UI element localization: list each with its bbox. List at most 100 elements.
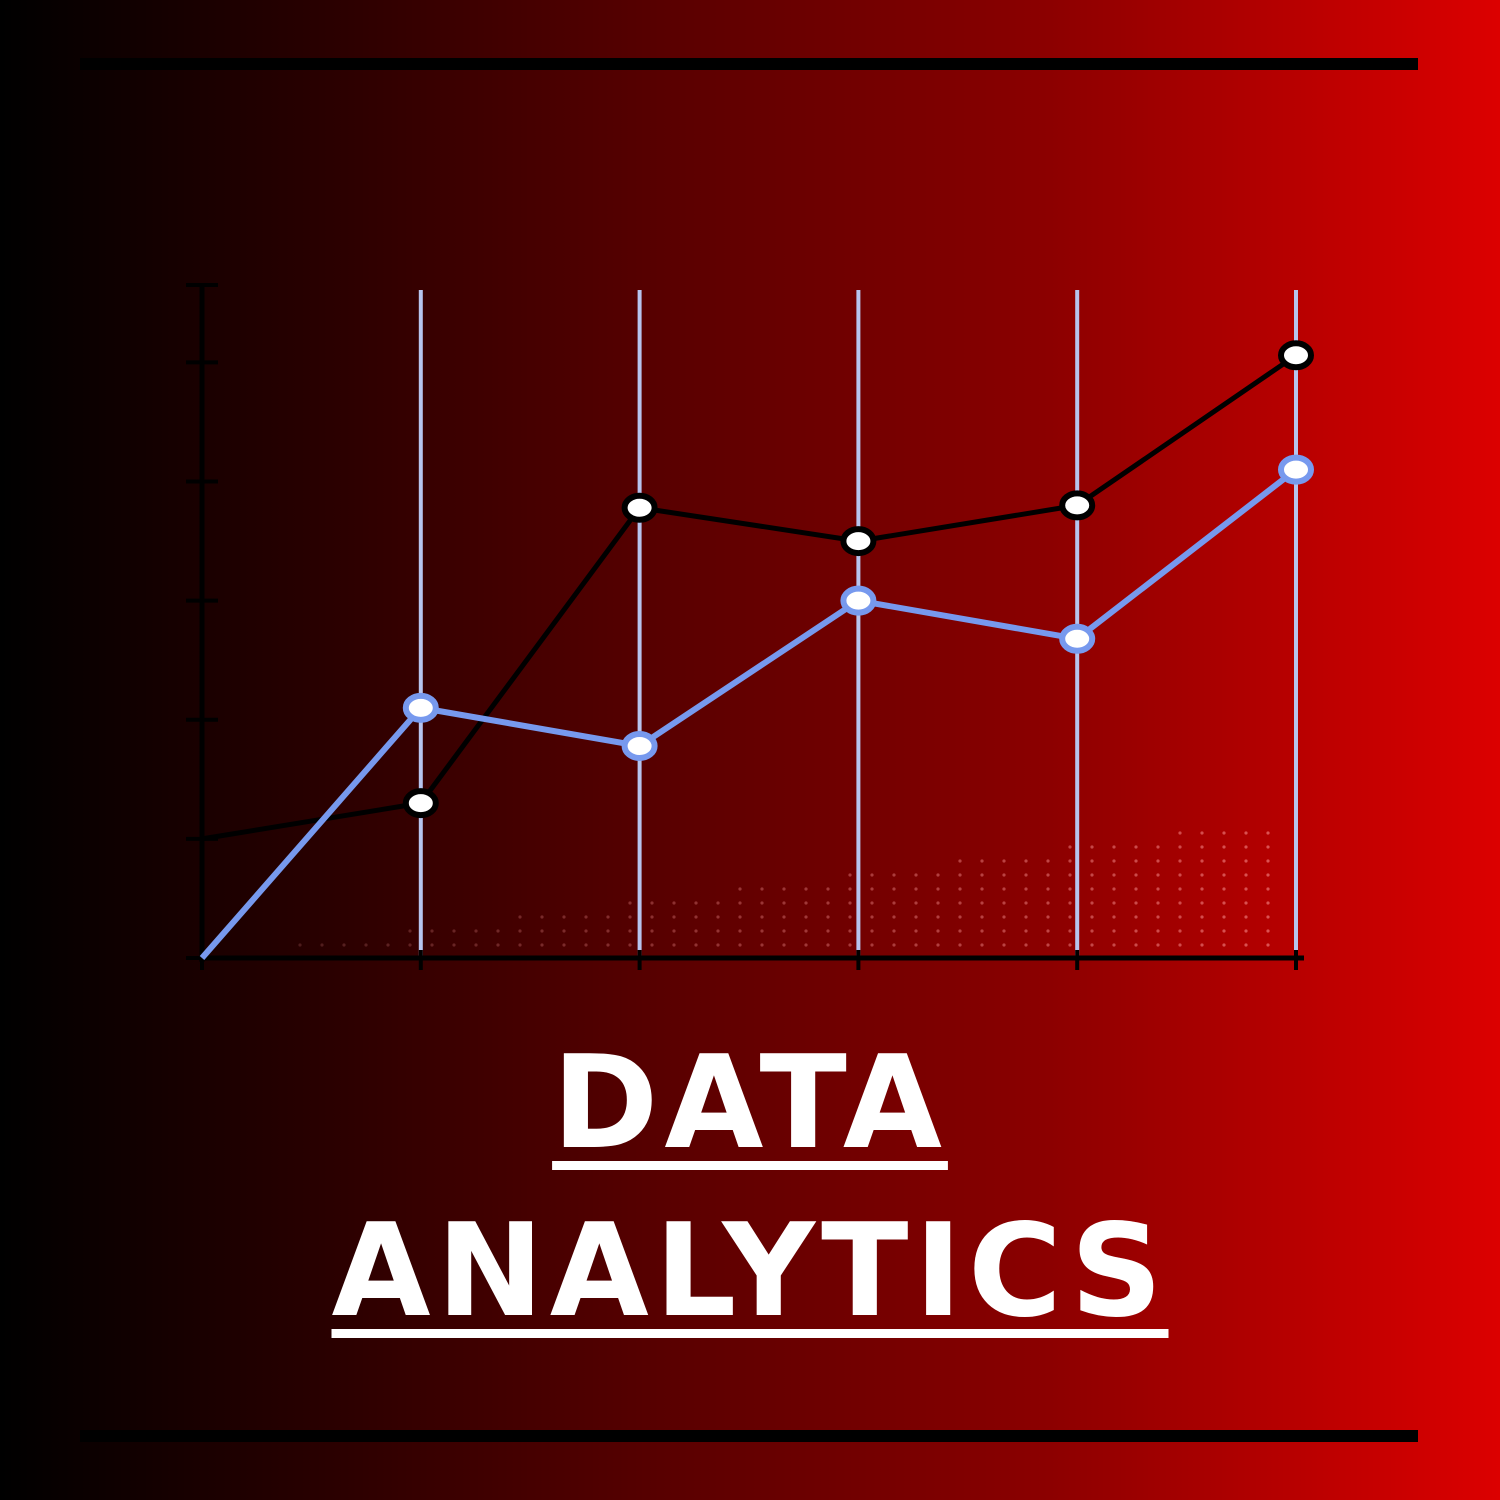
pattern-dot (980, 943, 984, 947)
pattern-dot (1266, 901, 1270, 905)
pattern-dot (738, 929, 742, 933)
series-2 (199, 454, 1314, 960)
pattern-dot (408, 929, 412, 933)
pattern-dot (782, 915, 786, 919)
pattern-dot (1200, 901, 1204, 905)
chart-series (199, 340, 1314, 960)
pattern-dot (782, 929, 786, 933)
pattern-dot (1068, 915, 1072, 919)
pattern-dot (562, 929, 566, 933)
pattern-dot (848, 887, 852, 891)
pattern-dot (1222, 887, 1226, 891)
pattern-dot (782, 901, 786, 905)
pattern-dot (1090, 929, 1094, 933)
pattern-dot (1024, 873, 1028, 877)
pattern-dot (1222, 859, 1226, 863)
pattern-dot (1178, 929, 1182, 933)
pattern-dot (716, 929, 720, 933)
pattern-dot (364, 943, 368, 947)
pattern-dot (1090, 915, 1094, 919)
pattern-dot (562, 943, 566, 947)
data-point (840, 526, 877, 557)
data-point (1278, 454, 1314, 485)
pattern-dot (980, 859, 984, 863)
pattern-dot (540, 929, 544, 933)
pattern-dot (650, 915, 654, 919)
pattern-dot (650, 901, 654, 905)
pattern-dot (496, 943, 500, 947)
pattern-dot (980, 929, 984, 933)
pattern-dot (1068, 859, 1072, 863)
pattern-dot (584, 915, 588, 919)
pattern-dot (1266, 831, 1270, 835)
pattern-dot (1090, 859, 1094, 863)
pattern-dot (1134, 929, 1138, 933)
pattern-dot (1090, 873, 1094, 877)
series-line (199, 467, 1298, 960)
data-point (1059, 490, 1096, 521)
pattern-dot (980, 873, 984, 877)
pattern-dot (452, 929, 456, 933)
pattern-dot (1002, 943, 1006, 947)
pattern-dot (342, 943, 346, 947)
pattern-dot (760, 887, 764, 891)
pattern-dot (694, 943, 698, 947)
pattern-dot (716, 915, 720, 919)
pattern-dot (1266, 915, 1270, 919)
pattern-dot (1134, 873, 1138, 877)
pattern-dot (628, 943, 632, 947)
pattern-dot (1222, 831, 1226, 835)
pattern-dot (1068, 943, 1072, 947)
pattern-dot (1112, 859, 1116, 863)
pattern-dot (892, 901, 896, 905)
pattern-dot (1222, 901, 1226, 905)
pattern-dot (826, 929, 830, 933)
pattern-dot (1222, 915, 1226, 919)
pattern-dot (1244, 831, 1248, 835)
pattern-dot (1024, 929, 1028, 933)
pattern-dot (936, 901, 940, 905)
pattern-dot (936, 887, 940, 891)
pattern-dot (1134, 915, 1138, 919)
pattern-dot (1002, 915, 1006, 919)
pattern-dot (1178, 831, 1182, 835)
pattern-dot (1068, 929, 1072, 933)
pattern-dot (958, 859, 962, 863)
pattern-dot (1244, 901, 1248, 905)
pattern-dot (1244, 943, 1248, 947)
pattern-dot (914, 887, 918, 891)
pattern-dot (1200, 915, 1204, 919)
pattern-dot (1156, 845, 1160, 849)
pattern-dot (804, 943, 808, 947)
pattern-dot (1112, 873, 1116, 877)
pattern-dot (892, 915, 896, 919)
pattern-dot (1200, 873, 1204, 877)
pattern-dot (1134, 901, 1138, 905)
pattern-dot (1024, 943, 1028, 947)
pattern-dot (716, 943, 720, 947)
pattern-dot (1112, 901, 1116, 905)
pattern-dot (848, 915, 852, 919)
pattern-dot (1244, 845, 1248, 849)
pattern-dot (1200, 943, 1204, 947)
pattern-dot (1134, 887, 1138, 891)
pattern-dot (914, 943, 918, 947)
pattern-dot (958, 887, 962, 891)
pattern-dot (958, 929, 962, 933)
pattern-dot (848, 873, 852, 877)
pattern-dot (826, 943, 830, 947)
top-border-bar (80, 58, 1418, 70)
pattern-dot (1156, 873, 1160, 877)
pattern-dot (1266, 943, 1270, 947)
pattern-dot (1266, 845, 1270, 849)
pattern-dot (1090, 887, 1094, 891)
pattern-dot (936, 943, 940, 947)
pattern-dot (1222, 873, 1226, 877)
title-line-1: DATA (552, 1029, 948, 1178)
pattern-dot (1200, 859, 1204, 863)
data-point (840, 585, 877, 616)
bottom-border-bar (80, 1430, 1418, 1442)
pattern-dot (1024, 915, 1028, 919)
pattern-dot (628, 929, 632, 933)
